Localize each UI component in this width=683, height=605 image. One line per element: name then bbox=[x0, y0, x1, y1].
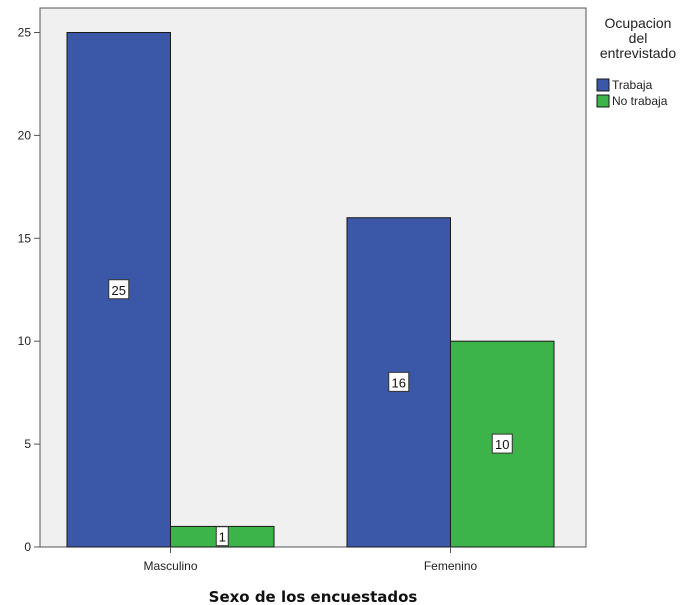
legend-label: Trabaja bbox=[612, 78, 653, 92]
data-label: 25 bbox=[112, 283, 126, 298]
y-tick-label: 10 bbox=[18, 334, 32, 348]
data-label: 1 bbox=[219, 530, 226, 545]
legend-label: No trabaja bbox=[612, 94, 668, 108]
legend-swatch bbox=[596, 94, 610, 108]
legend-swatch bbox=[596, 78, 610, 92]
legend-title: del bbox=[629, 30, 648, 46]
legend-title: Ocupacion bbox=[605, 15, 672, 31]
y-tick-label: 15 bbox=[18, 231, 32, 245]
data-label-box bbox=[108, 279, 130, 300]
data-label-box bbox=[388, 371, 410, 392]
x-tick-label: Femenino bbox=[424, 559, 478, 573]
y-tick-label: 25 bbox=[18, 26, 32, 40]
y-tick-label: 20 bbox=[18, 128, 32, 142]
y-tick-label: 5 bbox=[24, 437, 31, 451]
x-axis-title: Sexo de los encuestados bbox=[209, 588, 418, 605]
bars: 25 1 16 10 bbox=[66, 32, 555, 548]
data-label-box bbox=[215, 526, 229, 547]
x-axis: Masculino Femenino bbox=[143, 547, 478, 573]
y-tick-label: 0 bbox=[24, 540, 31, 554]
y-axis: 0 5 10 15 20 25 bbox=[18, 26, 40, 554]
legend-title: entrevistado bbox=[600, 45, 676, 61]
data-label: 16 bbox=[392, 375, 406, 390]
x-tick-label: Masculino bbox=[143, 559, 197, 573]
data-label: 10 bbox=[495, 437, 509, 452]
data-label-box bbox=[491, 433, 513, 454]
